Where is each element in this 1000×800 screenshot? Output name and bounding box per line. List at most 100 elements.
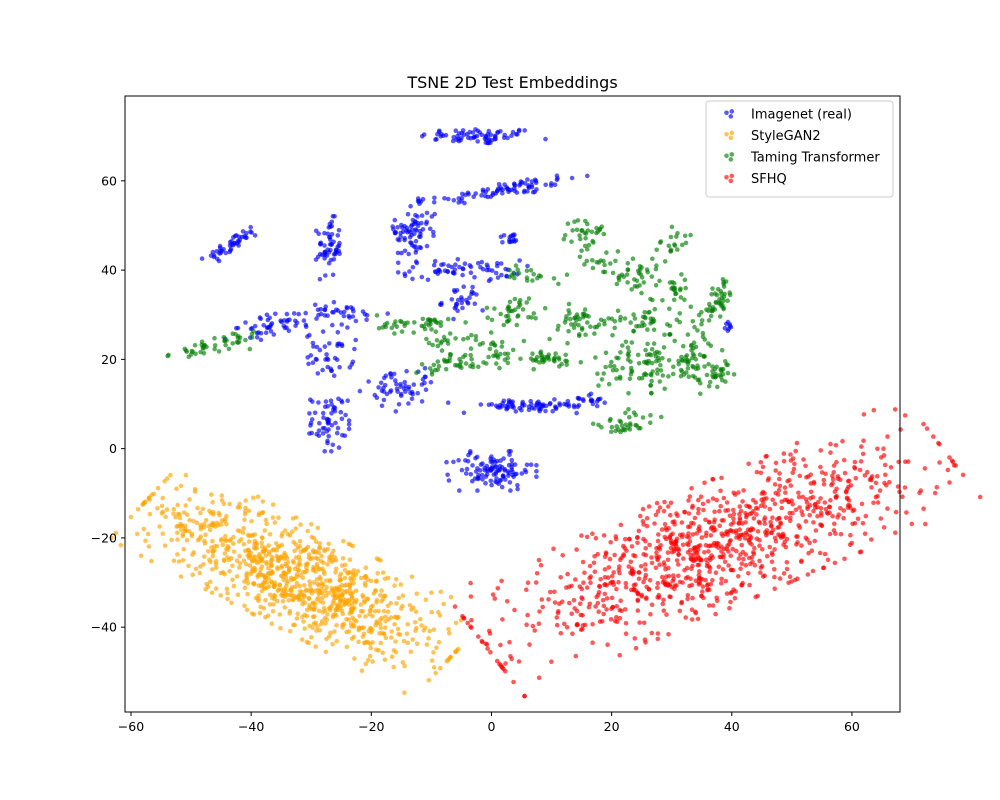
data-point [632, 316, 638, 321]
data-point [291, 539, 297, 545]
data-point [408, 240, 413, 245]
data-point [818, 496, 823, 501]
data-point [483, 193, 488, 199]
data-point [524, 268, 530, 274]
data-point [628, 320, 633, 325]
data-point [841, 515, 846, 521]
data-point [808, 489, 814, 495]
data-point [634, 284, 640, 289]
data-point [424, 243, 430, 249]
data-point [474, 454, 480, 460]
data-point [539, 597, 545, 602]
data-point [588, 391, 594, 397]
data-point [722, 326, 728, 331]
data-point [797, 505, 802, 510]
data-point [720, 277, 726, 282]
data-point [622, 607, 628, 612]
data-point [768, 523, 774, 529]
data-point [633, 582, 638, 587]
data-point [352, 346, 357, 352]
data-point [590, 531, 595, 536]
data-point [329, 603, 334, 609]
data-point [648, 420, 653, 426]
data-point [675, 247, 680, 252]
data-point [411, 244, 417, 249]
data-point [300, 601, 305, 607]
data-point [727, 605, 732, 611]
data-point [554, 622, 560, 628]
data-point [623, 631, 629, 636]
data-point [861, 438, 866, 444]
data-point [325, 364, 331, 370]
data-point [479, 638, 485, 644]
data-point [821, 477, 827, 483]
legend-label: StyleGAN2 [751, 129, 821, 144]
data-point [881, 525, 887, 530]
data-point [945, 467, 951, 473]
data-point [315, 371, 321, 376]
data-point [652, 306, 658, 312]
data-point [370, 659, 376, 664]
data-point [337, 364, 342, 370]
y-tick-label: −20 [91, 530, 117, 545]
data-point [378, 640, 384, 646]
data-point [643, 562, 648, 567]
data-point [141, 526, 147, 532]
data-point [586, 242, 592, 248]
data-point [383, 625, 388, 630]
data-point [863, 513, 869, 519]
data-point [776, 524, 782, 530]
data-point [241, 525, 246, 531]
data-point [378, 380, 384, 386]
data-point [235, 325, 241, 331]
data-point [405, 640, 411, 646]
data-point [862, 473, 868, 478]
data-point [211, 253, 217, 258]
data-point [614, 376, 619, 381]
data-point [498, 311, 504, 317]
data-point [267, 532, 273, 537]
data-point [648, 612, 653, 617]
data-point [237, 335, 243, 341]
data-point [293, 595, 299, 600]
data-point [567, 316, 573, 322]
data-point [719, 576, 724, 582]
data-point [466, 191, 471, 197]
data-point [852, 464, 857, 470]
data-point [344, 616, 349, 622]
data-point [495, 586, 501, 591]
data-point [330, 272, 336, 278]
data-point [484, 642, 490, 647]
data-point [738, 566, 743, 571]
data-point [313, 555, 319, 561]
data-point [662, 578, 667, 583]
data-point [385, 603, 391, 609]
data-point [276, 515, 281, 520]
data-point [744, 513, 750, 518]
data-point [689, 607, 695, 612]
data-point [175, 552, 180, 557]
data-point [534, 463, 539, 468]
data-point [424, 219, 430, 225]
data-point [764, 553, 770, 559]
data-point [313, 257, 319, 262]
legend-marker-dot [728, 178, 734, 184]
data-point [524, 462, 530, 468]
data-point [645, 341, 650, 347]
data-point [596, 322, 602, 328]
data-point [675, 513, 680, 518]
data-point [674, 583, 679, 588]
data-point [490, 592, 496, 597]
data-point [585, 320, 590, 325]
data-point [333, 558, 339, 563]
data-point [348, 621, 354, 626]
data-point [503, 266, 508, 272]
data-point [533, 358, 539, 363]
data-point [469, 617, 474, 623]
data-point [317, 541, 323, 546]
data-point [314, 628, 319, 633]
data-point [445, 316, 451, 322]
data-point [506, 473, 511, 479]
data-point [602, 400, 607, 406]
data-point [118, 543, 124, 548]
